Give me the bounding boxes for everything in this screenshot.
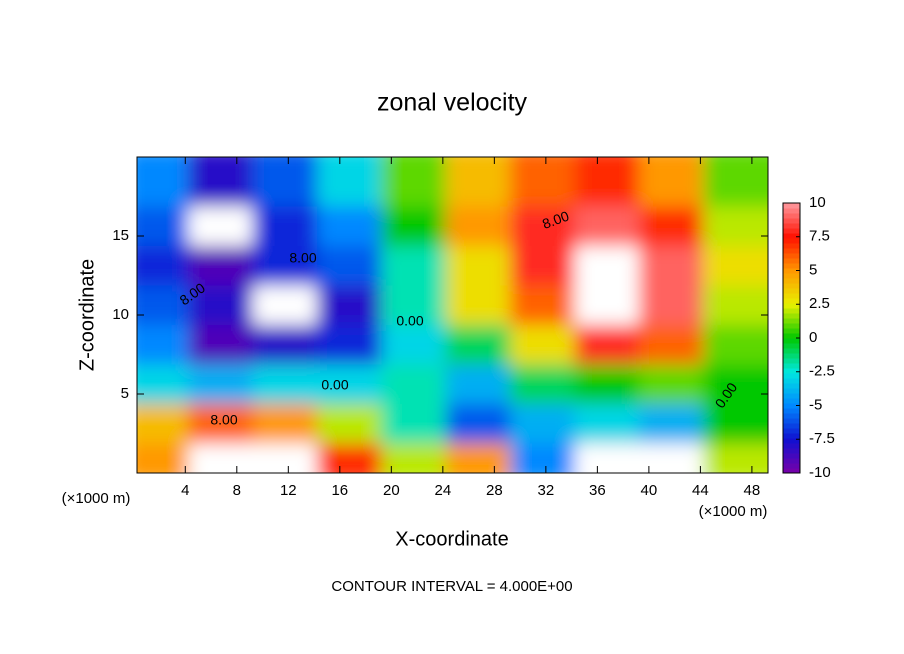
colorbar-swatch <box>783 218 800 224</box>
colorbar-swatch <box>783 223 800 229</box>
contour-label: 8.00 <box>210 412 237 428</box>
colorbar-tick-label: 5 <box>809 261 817 278</box>
colorbar-swatch <box>783 253 800 259</box>
colorbar-tick-label: -10 <box>809 464 831 481</box>
colorbar-swatch <box>783 303 800 309</box>
colorbar-tick-label: -7.5 <box>809 430 835 447</box>
x-tick-label: 44 <box>692 482 709 499</box>
x-tick-label: 40 <box>641 482 658 499</box>
colorbar-swatch <box>783 408 800 414</box>
colorbar-swatch <box>783 308 800 314</box>
colorbar-tick-label: 0 <box>809 329 817 346</box>
colorbar-swatch <box>783 443 800 449</box>
cell <box>703 157 768 207</box>
x-tick-label: 48 <box>744 482 761 499</box>
colorbar-swatch <box>783 438 800 444</box>
colorbar-tick-label: -2.5 <box>809 363 835 380</box>
plot-frame <box>136 156 769 474</box>
colorbar-swatch <box>783 338 800 344</box>
colorbar-swatch <box>783 353 800 359</box>
colorbar-swatch <box>783 213 800 219</box>
y-axis-label: Z-coordinate <box>76 259 98 371</box>
colorbar-swatch <box>783 248 800 254</box>
colorbar-swatch <box>783 203 800 209</box>
colorbar-frame <box>782 202 801 474</box>
colorbar-swatch <box>783 298 800 304</box>
colorbar-swatch <box>783 358 800 364</box>
colorbar-swatch <box>783 258 800 264</box>
x-unit: (×1000 m) <box>62 490 131 507</box>
colorbar-swatch <box>783 268 800 274</box>
colorbar-swatch <box>783 458 800 464</box>
colorbar-swatch <box>783 328 800 334</box>
contour-label: 0.00 <box>321 377 348 393</box>
x-axis-label: X-coordinate <box>395 528 508 550</box>
colorbar-swatch <box>783 413 800 419</box>
colorbar-swatch <box>783 318 800 324</box>
colorbar-swatch <box>783 273 800 279</box>
colorbar-swatch <box>783 428 800 434</box>
cells <box>137 157 768 473</box>
chart-title: zonal velocity <box>377 89 528 117</box>
colorbar-swatch <box>783 403 800 409</box>
colorbar-swatch <box>783 378 800 384</box>
colorbar-swatch <box>783 423 800 429</box>
field <box>137 157 768 473</box>
colorbar-swatch <box>783 368 800 374</box>
x-tick-label: 16 <box>331 482 348 499</box>
contour-label: 8.00 <box>289 250 316 266</box>
x-tick-label: 12 <box>280 482 297 499</box>
colorbar-swatch <box>783 228 800 234</box>
colorbar-swatch <box>783 418 800 424</box>
colorbar-swatch <box>783 448 800 454</box>
colorbar-tick-label: 10 <box>809 194 826 211</box>
colorbar-swatch <box>783 278 800 284</box>
x-tick-label: 24 <box>434 482 451 499</box>
colorbar-tick-label: 7.5 <box>809 228 830 245</box>
x-tick-label: 36 <box>589 482 606 499</box>
x-tick-label: 4 <box>181 482 189 499</box>
colorbar-swatch <box>783 348 800 354</box>
colorbar-tick-label: 2.5 <box>809 295 830 312</box>
x-tick-label: 8 <box>233 482 241 499</box>
colorbar-swatch <box>783 433 800 439</box>
colorbar-swatch <box>783 398 800 404</box>
colorbar-swatch <box>783 243 800 249</box>
colorbar-swatch <box>783 208 800 214</box>
y-tick-label: 10 <box>112 306 129 323</box>
colorbar-swatch <box>783 343 800 349</box>
colorbar-swatch <box>783 293 800 299</box>
colorbar-swatch <box>783 333 800 339</box>
y-tick-label: 15 <box>112 227 129 244</box>
colorbar-swatch <box>783 468 800 474</box>
colorbar-swatch <box>783 233 800 239</box>
colorbar-swatch <box>783 238 800 244</box>
x-tick-label: 20 <box>383 482 400 499</box>
colorbar-swatch <box>783 393 800 399</box>
footer: CONTOUR INTERVAL = 4.000E+00 <box>331 578 572 595</box>
colorbar-swatch <box>783 288 800 294</box>
x-tick-label: 28 <box>486 482 503 499</box>
colorbar-swatch <box>783 463 800 469</box>
x-unit: (×1000 m) <box>699 503 768 520</box>
x-tick-label: 32 <box>538 482 555 499</box>
y-tick-label: 5 <box>121 385 129 402</box>
contour-label: 0.00 <box>396 313 423 329</box>
colorbar-swatch <box>783 388 800 394</box>
colorbar-swatch <box>783 323 800 329</box>
colorbar-swatch <box>783 373 800 379</box>
colorbar-swatch <box>783 383 800 389</box>
colorbar-swatch <box>783 363 800 369</box>
colorbar-swatch <box>783 313 800 319</box>
colorbar-swatch <box>783 263 800 269</box>
colorbar-swatch <box>783 283 800 289</box>
colorbar-tick-label: -5 <box>809 396 822 413</box>
colorbar-swatch <box>783 453 800 459</box>
